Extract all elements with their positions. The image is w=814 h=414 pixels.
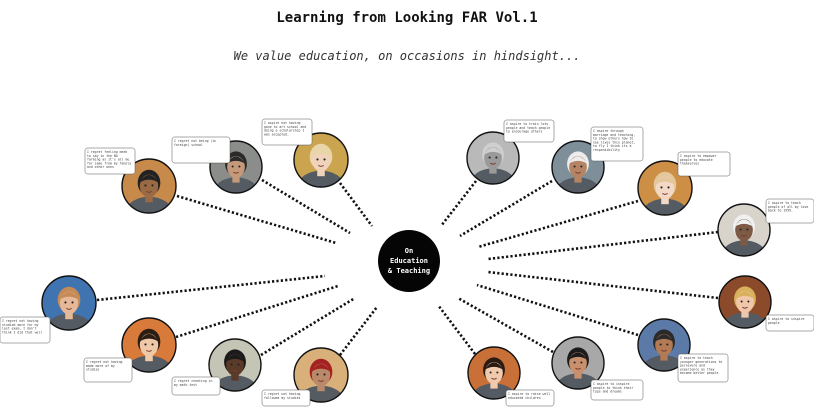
portrait-frame bbox=[637, 318, 691, 372]
quote-text: I regret cheating in my math test bbox=[174, 379, 212, 387]
person-portrait bbox=[209, 339, 261, 391]
quote-text: I aspire through marriage and teaching, to… bbox=[593, 129, 635, 152]
connector-line bbox=[338, 306, 379, 356]
quote-bubble: I aspire not having gone to art school an… bbox=[261, 118, 313, 146]
portrait-frame bbox=[209, 140, 263, 194]
quote-bubble: I aspire through marriage and teaching, to… bbox=[590, 126, 644, 162]
connector-line bbox=[338, 182, 374, 227]
connector-line bbox=[476, 283, 639, 337]
connector-line bbox=[459, 179, 553, 238]
quote-bubble: I aspire to train lots people and teach p… bbox=[503, 119, 555, 143]
quote-text: I aspire to inspire people to think their… bbox=[593, 382, 633, 394]
quote-text: I regret feeling meek to say in the NO far… bbox=[87, 150, 131, 169]
connector-line bbox=[260, 296, 356, 357]
quote-text: I regret not having made more of my studie… bbox=[86, 360, 123, 372]
connector-line bbox=[439, 180, 478, 227]
page-subtitle: We value education, on occasions in hind… bbox=[233, 49, 581, 63]
person-portrait bbox=[718, 204, 770, 256]
quote-text: I aspire to raise well educated children bbox=[508, 392, 550, 400]
quote-bubble: I aspire to raise well educated children bbox=[505, 389, 555, 407]
portrait-frame bbox=[208, 338, 262, 392]
portrait-frame bbox=[121, 317, 177, 373]
person-portrait bbox=[719, 276, 771, 328]
quote-bubble: I regret not having studied more for my la… bbox=[0, 316, 51, 344]
person-portrait bbox=[468, 347, 520, 399]
connector-line bbox=[96, 274, 326, 302]
quote-bubble: I aspire to inspire people bbox=[765, 314, 814, 332]
hub-node[interactable]: On Education & Teaching bbox=[378, 230, 440, 292]
connector-line bbox=[457, 296, 554, 354]
portrait-frame bbox=[717, 203, 771, 257]
person-node[interactable] bbox=[467, 346, 521, 412]
quote-bubble: I aspire to inspire people to think their… bbox=[590, 379, 644, 401]
quote-bubble: I aspire to teach younger generations to p… bbox=[677, 353, 729, 383]
person-node[interactable] bbox=[718, 275, 772, 341]
quote-bubble: I aspire to empower people to educate them… bbox=[677, 151, 731, 177]
person-node[interactable] bbox=[41, 275, 97, 344]
hub-label-line3: & Teaching bbox=[388, 267, 430, 275]
portrait-frame bbox=[551, 336, 605, 390]
connector-line bbox=[436, 304, 477, 355]
connector-line bbox=[487, 270, 719, 300]
person-node[interactable] bbox=[466, 131, 520, 197]
portrait-frame bbox=[293, 132, 349, 188]
quote-text: I aspire to empower people to educate them… bbox=[680, 154, 717, 166]
portrait-frame bbox=[637, 160, 693, 216]
quote-text: I aspire to teach younger generations to p… bbox=[680, 356, 722, 375]
quote-bubble: I regret cheating in my math test bbox=[171, 376, 221, 396]
quote-bubble: I aspire to teach people of all my love ba… bbox=[765, 198, 814, 224]
person-portrait bbox=[552, 337, 604, 389]
connector-line bbox=[477, 199, 639, 249]
person-portrait bbox=[42, 276, 96, 330]
connector-line bbox=[176, 194, 337, 245]
connector-line bbox=[175, 284, 339, 339]
quote-text: I aspire not having gone to art school an… bbox=[264, 121, 306, 136]
hub-label-line1: On bbox=[405, 247, 413, 255]
portrait-frame bbox=[551, 140, 605, 194]
quote-text: I aspire to teach people of all my love ba… bbox=[768, 201, 808, 213]
quote-bubble: I regret not having made more of my studie… bbox=[83, 357, 133, 383]
portrait-frame bbox=[466, 131, 520, 185]
person-node[interactable] bbox=[208, 338, 262, 404]
portrait-frame bbox=[718, 275, 772, 329]
connector-line bbox=[261, 178, 351, 235]
person-portrait bbox=[467, 132, 519, 184]
page-title: Learning from Looking FAR Vol.1 bbox=[276, 10, 538, 26]
quote-text: I regret not having followed my studies bbox=[264, 392, 301, 400]
connector-line bbox=[487, 230, 719, 261]
hub-label-line2: Education bbox=[390, 257, 428, 265]
person-node[interactable] bbox=[717, 203, 771, 269]
quote-text: I regret not being (in foreign) school bbox=[174, 139, 216, 147]
portrait-frame bbox=[467, 346, 521, 400]
portrait-frame bbox=[41, 275, 97, 331]
person-node[interactable] bbox=[121, 158, 177, 226]
quote-text: I aspire to train lots people and teach p… bbox=[506, 122, 550, 134]
portrait-frame bbox=[121, 158, 177, 214]
quote-bubble: I regret not being (in foreign) school bbox=[171, 136, 231, 164]
portrait-frame bbox=[293, 347, 349, 403]
person-node[interactable] bbox=[551, 336, 605, 402]
quote-bubble: I regret not having followed my studies bbox=[261, 389, 311, 407]
quote-bubble: I regret feeling meek to say in the NO far… bbox=[84, 147, 136, 175]
quote-text: I regret not having studied more for my la… bbox=[2, 319, 42, 334]
quote-text: I aspire to inspire people bbox=[768, 317, 805, 325]
